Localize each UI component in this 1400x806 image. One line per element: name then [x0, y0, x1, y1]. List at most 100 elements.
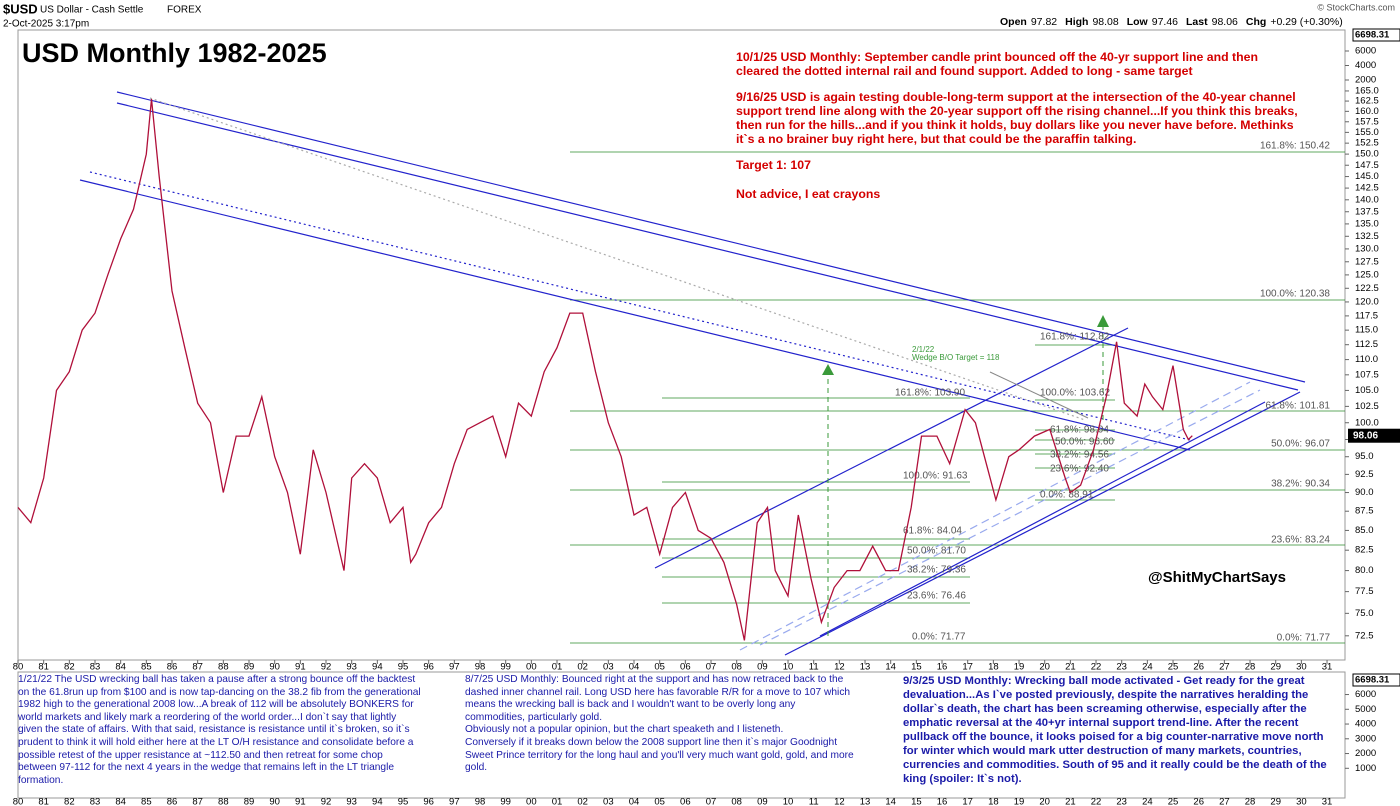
- y2-last-label: 6698.31: [1355, 30, 1390, 41]
- fib-label: 161.8%: 112.82: [1040, 332, 1110, 343]
- x-tick-label: 06: [680, 662, 691, 673]
- y-tick-label: 2000: [1355, 748, 1376, 759]
- x-tick-label: 27: [1219, 662, 1230, 673]
- dotted-rail: [89, 171, 1191, 441]
- y-tick-label: 145.0: [1355, 171, 1379, 182]
- x-tick-label: 86: [167, 662, 178, 673]
- y2-tick-label: 2000: [1355, 75, 1376, 86]
- x-tick-label: 12: [834, 797, 845, 806]
- x-tick-label: 29: [1270, 662, 1281, 673]
- x-tick-label: 85: [141, 662, 152, 673]
- fib-label: 38.2%: 90.34: [1271, 479, 1330, 490]
- y-tick-label: 137.5: [1355, 206, 1379, 217]
- fib-label: 100.0%: 120.38: [1260, 289, 1330, 300]
- x-tick-label: 11: [809, 797, 819, 806]
- x-tick-label: 00: [526, 662, 537, 673]
- x-tick-label: 06: [680, 797, 691, 806]
- y-tick-label: 77.5: [1355, 586, 1374, 597]
- title-box: [20, 36, 360, 76]
- x-tick-label: 12: [834, 662, 845, 673]
- x-tick-label: 98: [475, 662, 486, 673]
- x-tick-label: 15: [911, 797, 922, 806]
- fib-label: 100.0%: 103.62: [1040, 388, 1110, 399]
- note-line: 8/7/25 USD Monthly: Bounced right at the…: [465, 674, 844, 685]
- x-tick-label: 16: [937, 797, 948, 806]
- y-tick-label: 165.0: [1355, 85, 1379, 96]
- note-line: it`s a no brainer buy right here, but th…: [736, 132, 1137, 146]
- x-tick-label: 10: [783, 797, 794, 806]
- fib-label: 161.8%: 150.42: [1260, 141, 1330, 152]
- x-tick-label: 99: [500, 797, 511, 806]
- x-tick-label: 86: [167, 797, 178, 806]
- note-line: on the 61.8run up from $100 and is now t…: [18, 686, 421, 698]
- x-tick-label: 98: [475, 797, 486, 806]
- y-tick-label: 110.0: [1355, 354, 1378, 365]
- note-line: 1982 high to the generational 2008 low..…: [18, 699, 414, 711]
- fib-label: 23.6%: 76.46: [907, 591, 966, 602]
- y-tick-label: 127.5: [1355, 256, 1379, 267]
- fib-label: 100.0%: 91.63: [903, 471, 968, 482]
- note-line: Obviously not a popular opinion, but the…: [465, 724, 784, 736]
- note-line: Target 1: 107: [736, 158, 811, 172]
- x-tick-label: 02: [577, 662, 588, 673]
- note-line: Sweet Prince territory for the long haul…: [465, 749, 854, 761]
- y-tick-label: 1000: [1355, 763, 1376, 774]
- x-tick-label: 81: [38, 662, 49, 673]
- x-tick-label: 21: [1065, 662, 1076, 673]
- stat-label: High: [1065, 16, 1088, 28]
- date: 2-Oct-2025 3:17pm: [3, 19, 89, 30]
- note-line: currencies and commodities. South of 95 …: [903, 759, 1327, 771]
- y-tick-label: 85.0: [1355, 525, 1374, 536]
- x-tick-label: 14: [885, 662, 896, 673]
- x-tick-label: 25: [1168, 662, 1179, 673]
- x-tick-label: 07: [706, 662, 717, 673]
- trend-line: [116, 91, 1306, 383]
- x-tick-label: 30: [1296, 662, 1307, 673]
- x-tick-label: 26: [1193, 662, 1204, 673]
- stat-value: 98.08: [1092, 16, 1118, 28]
- annotation: Wedge B/O Target = 118: [912, 353, 1000, 362]
- x-tick-label: 03: [603, 797, 614, 806]
- y-last-tag: [1352, 673, 1400, 687]
- note-line: world markets and likely mark a reorderi…: [18, 711, 397, 723]
- x-tick-label: 18: [988, 662, 999, 673]
- x-tick-label: 89: [244, 662, 255, 673]
- x-tick-label: 31: [1322, 797, 1333, 806]
- note-line: Conversely if it breaks down below the 2…: [465, 736, 838, 748]
- handle: @ShitMyChartSays: [1148, 569, 1286, 586]
- y-tick-label: 92.5: [1355, 469, 1374, 480]
- x-tick-label: 15: [911, 662, 922, 673]
- y-tick-label: 75.0: [1355, 608, 1374, 619]
- fib-label: 61.8%: 84.04: [903, 526, 962, 537]
- fib-label: 0.0%: 71.77: [1277, 633, 1331, 644]
- y-tick-label: 3000: [1355, 733, 1376, 744]
- price-line: [17, 98, 1193, 641]
- x-tick-label: 84: [115, 797, 126, 806]
- x-tick-label: 95: [398, 662, 409, 673]
- x-tick-label: 17: [962, 797, 973, 806]
- stat-label: Chg: [1246, 16, 1266, 28]
- y-tick-label: 5000: [1355, 704, 1376, 715]
- note-line: for winter which would mark utter destru…: [903, 745, 1302, 757]
- x-tick-label: 81: [38, 797, 49, 806]
- x-tick-label: 83: [90, 662, 101, 673]
- y-tick-label: 150.0: [1355, 149, 1379, 160]
- y2-last-tag: [1352, 28, 1400, 42]
- x-tick-label: 13: [860, 797, 871, 806]
- x-tick-label: 97: [449, 797, 460, 806]
- copyright: © StockCharts.com: [1317, 2, 1395, 12]
- channel-dash: [739, 381, 1251, 651]
- x-tick-label: 24: [1142, 797, 1153, 806]
- fib-label: 50.0%: 96.60: [1055, 437, 1114, 448]
- y-tick-label: 72.5: [1355, 630, 1374, 641]
- y-tick-label: 160.0: [1355, 106, 1379, 117]
- x-tick-label: 23: [1116, 662, 1127, 673]
- x-tick-label: 22: [1091, 662, 1102, 673]
- y-tick-label: 140.0: [1355, 194, 1379, 205]
- arrow: [989, 371, 1089, 419]
- x-tick-label: 93: [346, 797, 357, 806]
- y-tick-label: 135.0: [1355, 218, 1379, 229]
- fib-label: 50.0%: 96.07: [1271, 439, 1330, 450]
- arrow-head: [1097, 315, 1109, 327]
